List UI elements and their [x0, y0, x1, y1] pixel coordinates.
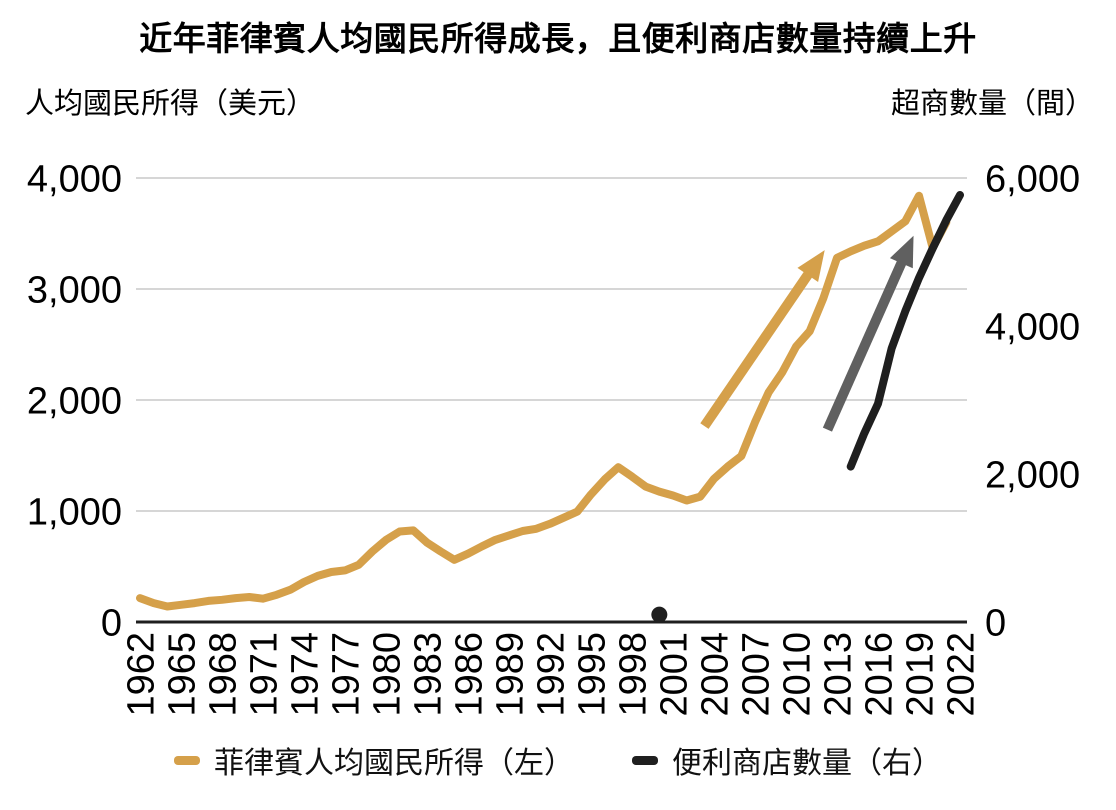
x-axis-tick-label: 1962 — [120, 632, 162, 717]
left-axis-tick-label: 0 — [101, 602, 122, 644]
legend-label-stores: 便利商店數量（右） — [672, 747, 942, 780]
x-axis-tick-label: 1998 — [612, 632, 654, 717]
x-axis-tick-label: 1992 — [530, 632, 572, 717]
income-line-swatch-icon — [174, 755, 200, 765]
x-axis-tick-label: 1977 — [325, 632, 367, 717]
right-axis-title: 超商數量（間） — [890, 88, 1094, 120]
right-axis-tick-label: 4,000 — [985, 306, 1080, 348]
left-axis-tick-label: 3,000 — [27, 269, 122, 311]
x-axis-tick-label: 2016 — [858, 632, 900, 717]
x-axis-tick-label: 1995 — [571, 632, 613, 717]
legend: 菲律賓人均國民所得（左） 便利商店數量（右） — [0, 738, 1116, 782]
left-axis-tick-label: 2,000 — [27, 380, 122, 422]
left-axis-tick-label: 4,000 — [27, 158, 122, 200]
x-axis-tick-label: 1965 — [161, 632, 203, 717]
x-axis-tick-label: 1968 — [202, 632, 244, 717]
left-axis-tick-label: 1,000 — [27, 491, 122, 533]
income-line — [136, 191, 951, 611]
x-axis-tick-label: 1983 — [407, 632, 449, 717]
x-axis-tick-label: 2007 — [735, 632, 777, 717]
x-axis-tick-label: 1989 — [489, 632, 531, 717]
right-axis-tick-label: 0 — [985, 602, 1006, 644]
x-axis-tick-label: 1986 — [448, 632, 490, 717]
legend-item-income: 菲律賓人均國民所得（左） — [174, 738, 574, 782]
x-axis-tick-label: 2004 — [694, 632, 736, 717]
legend-label-income: 菲律賓人均國民所得（左） — [214, 747, 574, 780]
stores-line — [846, 191, 964, 471]
right-axis-tick-label: 2,000 — [985, 454, 1080, 496]
stores-isolated-point — [651, 606, 668, 623]
x-axis-tick-label: 2022 — [940, 632, 982, 717]
trend-arrow-shaft — [700, 268, 815, 429]
left-axis-title: 人均國民所得（美元） — [25, 88, 316, 120]
x-axis-tick-label: 2001 — [653, 632, 695, 717]
legend-item-stores: 便利商店數量（右） — [632, 738, 942, 782]
x-axis-tick-label: 1974 — [284, 632, 326, 717]
chart-title: 近年菲律賓人均國民所得成長，且便利商店數量持續上升 — [139, 20, 977, 57]
x-axis-tick-label: 2013 — [817, 632, 859, 717]
trend-arrow-shaft — [822, 257, 908, 432]
trend-arrow-head — [889, 235, 914, 269]
x-axis-tick-label: 2010 — [776, 632, 818, 717]
x-axis-tick-label: 2019 — [899, 632, 941, 717]
stores-line-swatch-icon — [632, 755, 658, 765]
x-axis-tick-label: 1971 — [243, 632, 285, 717]
x-axis-tick-label: 1980 — [366, 632, 408, 717]
trend-arrow-head — [797, 250, 825, 282]
right-axis-tick-label: 6,000 — [985, 158, 1080, 200]
